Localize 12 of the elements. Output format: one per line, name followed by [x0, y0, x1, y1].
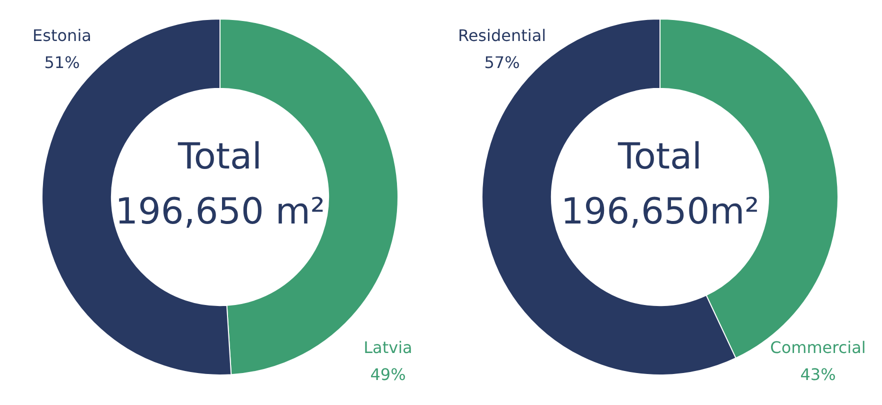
data-label: 49% [370, 365, 406, 384]
slice-label: Estonia [32, 26, 92, 45]
data-label: 43% [800, 365, 836, 384]
text: 196,650m² [560, 192, 760, 232]
text: Total [616, 136, 702, 178]
data-label: 57% [484, 53, 520, 72]
text: 196,650 m² [115, 192, 325, 232]
slice-label: Residential [458, 26, 546, 45]
text: Total [176, 136, 262, 178]
slice-label: Commercial [770, 338, 866, 357]
data-label: 51% [44, 53, 80, 72]
slice-label: Latvia [364, 338, 412, 357]
